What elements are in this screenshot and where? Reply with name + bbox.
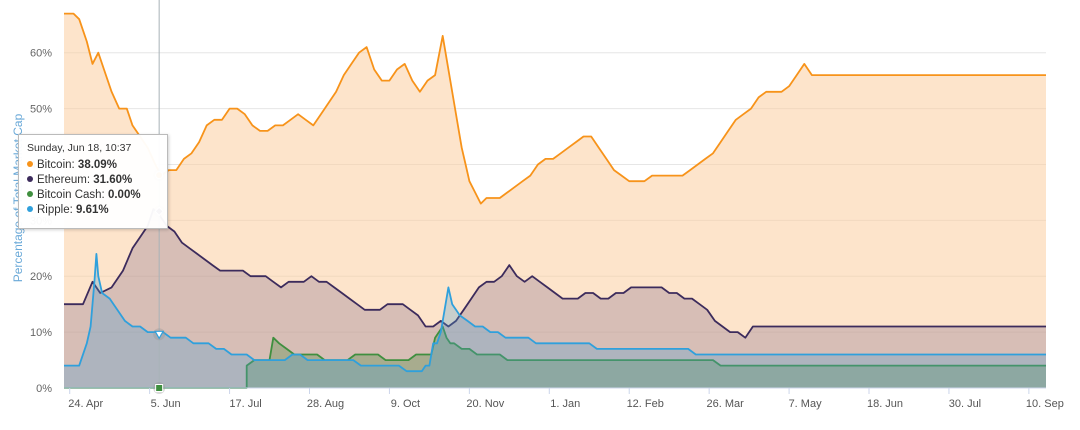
series-area-bitcoin-cash [64,326,1046,388]
tooltip-label: Ethereum: [37,174,94,186]
series-line-bitcoin-cash [64,325,1046,389]
ripple-dot-icon [27,206,33,212]
series-area-ethereum [64,209,1046,388]
x-tick-label: 18. Jun [867,398,903,410]
tooltip-label: Ripple: [37,204,76,216]
tooltip-row-bitcoin: Bitcoin: 38.09% [27,158,159,173]
series-area-bitcoin [64,13,1046,388]
y-tick-label: 20% [30,271,52,283]
x-tick-label: 7. May [789,398,823,410]
y-tick-label: 10% [30,327,52,339]
tooltip-value: 0.00% [107,189,141,201]
y-tick-label: 50% [30,104,52,116]
series-line-bitcoin [64,12,1046,205]
x-tick-label: 17. Jul [229,398,261,410]
x-tick-label: 12. Feb [627,398,664,410]
x-tick-label: 20. Nov [466,398,504,410]
x-tick-label: 5. Jun [151,398,181,410]
tooltip-label: Bitcoin: [37,159,78,171]
tooltip-label: Bitcoin Cash: [37,189,108,201]
y-tick-label: 60% [30,48,52,60]
hover-marker-bitcoin-cash [155,384,164,392]
series-area-ripple [64,253,1046,388]
tooltip: Sunday, Jun 18, 10:37 Bitcoin: 38.09% Et… [18,134,168,229]
x-tick-label: 24. Apr [68,398,103,410]
ethereum-dot-icon [27,176,33,182]
tooltip-value: 31.60% [93,174,133,186]
tooltip-value: 38.09% [77,159,117,171]
x-tick-label: 26. Mar [707,398,745,410]
x-tick-label: 30. Jul [949,398,981,410]
tooltip-row-ethereum: Ethereum: 31.60% [27,173,159,188]
tooltip-row-ripple: Ripple: 9.61% [27,203,159,218]
bitcoin-cash-dot-icon [27,191,33,197]
series-line-ripple [64,253,1046,373]
x-tick-label: 10. Sep [1026,398,1064,410]
tooltip-row-bitcoin-cash: Bitcoin Cash: 0.00% [27,188,159,203]
x-tick-label: 28. Aug [307,398,344,410]
tooltip-value: 9.61% [76,204,109,216]
series-line-ethereum [64,208,1046,339]
y-tick-label: 0% [36,383,52,395]
bitcoin-dot-icon [27,161,33,167]
hover-marker-ripple [154,330,165,340]
tooltip-date: Sunday, Jun 18, 10:37 [27,142,132,154]
x-tick-label: 9. Oct [391,398,420,410]
x-tick-label: 1. Jan [550,398,580,410]
